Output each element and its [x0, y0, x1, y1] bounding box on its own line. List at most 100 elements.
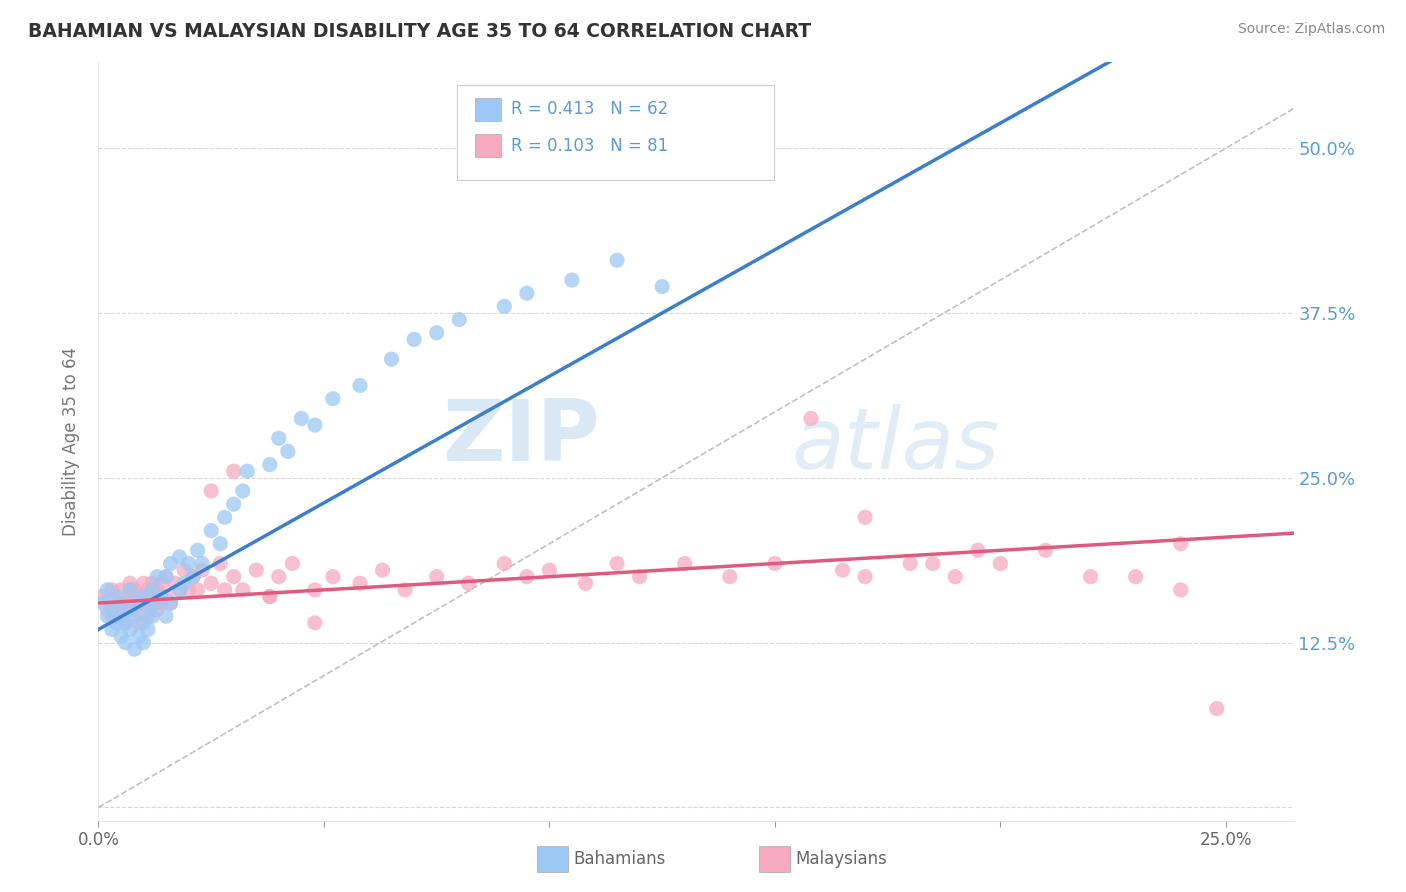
Point — [114, 615, 136, 630]
Point — [561, 273, 583, 287]
Point — [921, 557, 943, 571]
Point — [322, 392, 344, 406]
Point — [105, 590, 128, 604]
Point — [141, 609, 163, 624]
Point — [132, 596, 155, 610]
Point — [124, 582, 146, 597]
Point — [146, 602, 169, 616]
Point — [222, 570, 245, 584]
Point — [232, 483, 254, 498]
Point — [105, 609, 128, 624]
Point — [159, 557, 181, 571]
Point — [159, 596, 181, 610]
Point — [141, 596, 163, 610]
Point — [209, 557, 232, 571]
Point — [457, 576, 479, 591]
Point — [173, 563, 195, 577]
Point — [110, 596, 132, 610]
Point — [110, 582, 132, 597]
Point — [141, 576, 163, 591]
Point — [101, 623, 124, 637]
Point — [114, 615, 136, 630]
Point — [1170, 582, 1192, 597]
Text: Bahamians: Bahamians — [574, 850, 666, 868]
Point — [449, 312, 471, 326]
Point — [110, 629, 132, 643]
Point — [259, 590, 281, 604]
Point — [150, 590, 173, 604]
Point — [118, 582, 141, 597]
Point — [651, 279, 673, 293]
Point — [191, 563, 214, 577]
Point — [494, 557, 516, 571]
Point — [187, 582, 209, 597]
Point — [516, 570, 538, 584]
Point — [606, 557, 628, 571]
Point — [173, 576, 195, 591]
Point — [91, 590, 114, 604]
Point — [96, 602, 118, 616]
Text: Malaysians: Malaysians — [796, 850, 887, 868]
Point — [200, 524, 222, 538]
Point — [101, 609, 124, 624]
Point — [371, 563, 394, 577]
Point — [1205, 701, 1227, 715]
Point — [187, 543, 209, 558]
Point — [132, 576, 155, 591]
Point — [110, 609, 132, 624]
Point — [105, 596, 128, 610]
Point — [181, 570, 204, 584]
Point — [267, 570, 290, 584]
Point — [128, 596, 150, 610]
Point — [155, 570, 177, 584]
Point — [118, 576, 141, 591]
Point — [96, 582, 118, 597]
Point — [114, 596, 136, 610]
Point — [200, 576, 222, 591]
Point — [290, 411, 312, 425]
Point — [394, 582, 416, 597]
Point — [1125, 570, 1147, 584]
Point — [259, 458, 281, 472]
Text: Source: ZipAtlas.com: Source: ZipAtlas.com — [1237, 22, 1385, 37]
Point — [155, 590, 177, 604]
Point — [114, 635, 136, 649]
Point — [426, 326, 449, 340]
Point — [169, 582, 191, 597]
Point — [380, 352, 402, 367]
Point — [322, 570, 344, 584]
Point — [150, 576, 173, 591]
Point — [281, 557, 304, 571]
Point — [304, 615, 326, 630]
Text: ZIP: ZIP — [443, 396, 600, 479]
Point — [128, 629, 150, 643]
Point — [763, 557, 786, 571]
Point — [136, 609, 159, 624]
Point — [191, 557, 214, 571]
Point — [136, 582, 159, 597]
Point — [831, 563, 853, 577]
Point — [128, 615, 150, 630]
Point — [146, 570, 169, 584]
Point — [222, 497, 245, 511]
Point — [943, 570, 966, 584]
Point — [101, 602, 124, 616]
Point — [516, 286, 538, 301]
Point — [159, 596, 181, 610]
Point — [1080, 570, 1102, 584]
Y-axis label: Disability Age 35 to 64: Disability Age 35 to 64 — [62, 347, 80, 536]
Point — [898, 557, 921, 571]
Point — [426, 570, 449, 584]
Point — [245, 563, 267, 577]
Point — [222, 464, 245, 478]
Point — [177, 557, 200, 571]
Point — [236, 464, 259, 478]
Point — [132, 590, 155, 604]
Point — [124, 602, 146, 616]
Point — [128, 590, 150, 604]
Point — [150, 596, 173, 610]
Point — [673, 557, 696, 571]
Point — [853, 570, 876, 584]
Point — [141, 582, 163, 597]
Point — [349, 378, 371, 392]
